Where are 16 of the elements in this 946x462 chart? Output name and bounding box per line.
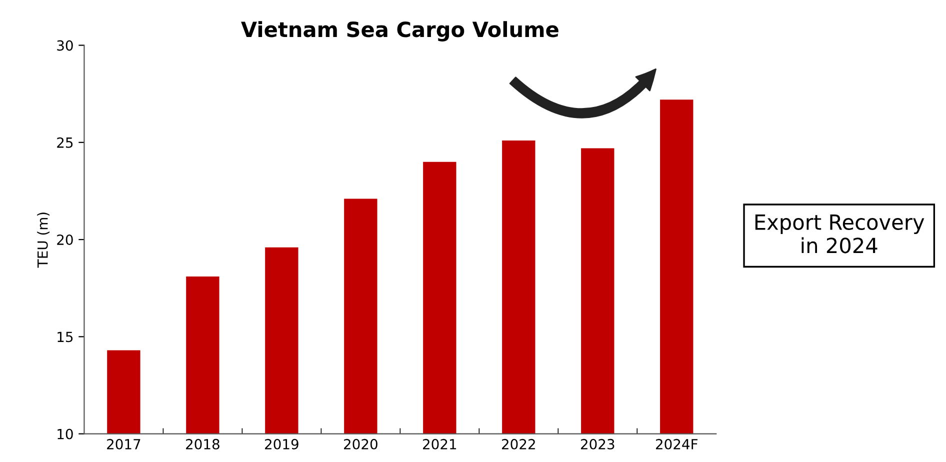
x-tick-label: 2021 [423, 438, 456, 450]
y-tick-label: 25 [57, 137, 73, 148]
y-tick-label: 20 [57, 234, 73, 246]
x-tick-label: 2020 [344, 438, 378, 450]
x-tick-label: 2024F [656, 438, 698, 450]
y-axis-title: TEU (m) [37, 212, 50, 268]
y-tick-label: 30 [57, 40, 73, 51]
x-tick-label: 2019 [265, 438, 298, 450]
x-tick-label: 2017 [107, 438, 140, 450]
x-tick-label: 2018 [186, 438, 220, 450]
y-tick-label: 10 [58, 428, 73, 440]
x-tick-label: 2023 [580, 438, 614, 450]
chart-title: Vietnam Sea Cargo Volume [241, 21, 558, 42]
x-tick-label: 2022 [502, 438, 535, 450]
y-tick-label: 15 [58, 332, 73, 342]
text: Export Recovery in 2024 [755, 214, 924, 254]
